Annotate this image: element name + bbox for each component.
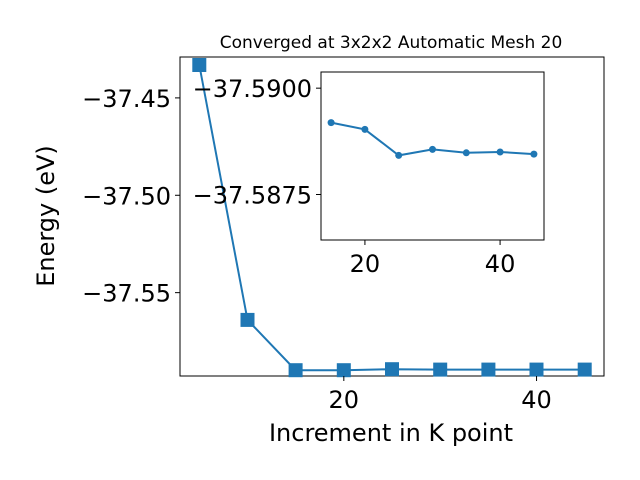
main-x-axis: 20 40 [329, 376, 552, 414]
inset-data-point [361, 125, 369, 133]
main-data-point [240, 312, 255, 327]
inset-data-point [429, 145, 436, 153]
inset-x-tick-label: 20 [350, 250, 381, 278]
inset-plot-background [321, 72, 544, 240]
main-plot: 20 40 −37.45−37.50−37.55 Converged at 3x2… [32, 33, 605, 447]
inset-x-tick-label: 40 [485, 250, 516, 278]
inset-data-point [530, 150, 538, 158]
main-data-point [433, 362, 448, 377]
inset-plot-frame [320, 71, 545, 241]
main-data-point [481, 362, 496, 377]
main-y-tick-label: −37.55 [82, 280, 171, 308]
main-y-tick-label: −37.45 [82, 85, 171, 113]
main-y-tick-label: −37.50 [82, 182, 171, 210]
main-data-point [336, 363, 351, 378]
inset-series [327, 119, 538, 159]
inset-data-point [395, 151, 403, 159]
main-data-point [385, 362, 399, 377]
y-axis-label: Energy (eV) [32, 145, 60, 287]
inset-data-point [462, 149, 470, 157]
inset-plot: 20 40 −37.5900−37.5875 [193, 71, 545, 278]
x-axis-label: Increment in K point [269, 419, 513, 447]
main-x-tick-label: 40 [521, 386, 552, 414]
main-series [192, 58, 592, 378]
inset-x-axis: 20 40 [350, 240, 516, 278]
main-data-point [529, 362, 544, 377]
inset-data-point [327, 119, 335, 127]
inset-y-tick-label: −37.5900 [193, 75, 312, 103]
main-data-point [192, 58, 207, 72]
inset-y-tick-label: −37.5875 [193, 181, 312, 209]
main-x-tick-label: 20 [329, 386, 360, 414]
main-y-axis: −37.45 −37.50 −37.55 [82, 85, 180, 308]
inset-data-point [496, 148, 504, 156]
main-data-point [288, 363, 303, 378]
main-data-point [577, 362, 592, 377]
inset-y-axis: −37.5900 −37.5875 [193, 75, 321, 209]
chart-title: Converged at 3x2x2 Automatic Mesh 20 [220, 33, 563, 53]
